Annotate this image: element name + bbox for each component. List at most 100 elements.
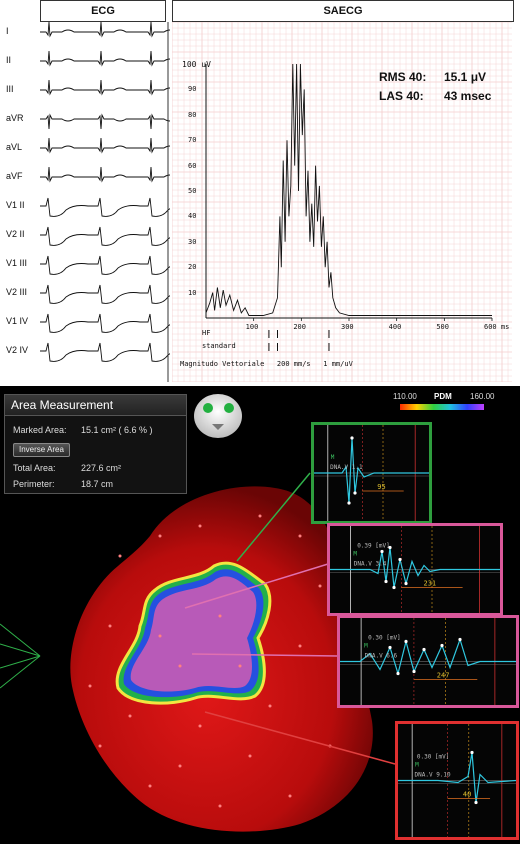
total-area-value: 227.6 cm²: [81, 463, 122, 473]
las-value: 43 msec: [444, 89, 492, 103]
lead-label-0: I: [6, 26, 9, 36]
inset-measure-3: 40: [463, 791, 471, 799]
rms-label: RMS 40:: [379, 70, 427, 84]
pdm-scale-label: PDM: [434, 392, 452, 401]
pdm-scale-max: 160.00: [470, 392, 495, 401]
ecg-header: ECG: [40, 0, 166, 22]
map-point-7: [88, 684, 92, 688]
red-connector: [204, 711, 396, 765]
saecg-footer: Magnitudo Vettoriale 200 mm/s 1 mm/uV: [180, 360, 353, 368]
saecg-header: SAECG: [172, 0, 514, 22]
saecg-y-top-label: 100 uV: [182, 60, 211, 69]
inset-plot-0: 95 DNA.V 1.1 M: [314, 425, 429, 521]
lead-trace-4: [40, 137, 170, 154]
inset-wave-2: [340, 637, 516, 676]
green-connector: [236, 472, 311, 562]
inset-scale-2: 0.30 [mV]: [368, 635, 401, 642]
map-point-20: [158, 634, 162, 638]
inset-measure-1: 231: [424, 580, 437, 588]
panel-title: Area Measurement: [5, 395, 186, 416]
inverse-area-button[interactable]: Inverse Area: [13, 443, 70, 457]
lead-label-6: V1 II: [6, 200, 25, 210]
map-point-9: [148, 784, 152, 788]
electrogram-inset-red[interactable]: 40 DNA.V 9.10 M 0.30 [mV]: [395, 721, 519, 840]
electrogram-inset-green[interactable]: 95 DNA.V 1.1 M: [311, 422, 432, 524]
marked-area-label: Marked Area:: [13, 425, 67, 435]
ecg-saecg-figure: ECG SAECG I II III aVR aVL aVF V1 II V2 II V1 II…: [0, 0, 520, 383]
lead-trace-9: [40, 284, 170, 304]
lead-trace-8: [40, 255, 170, 275]
lead-label-4: aVL: [6, 142, 23, 152]
map-point-6: [108, 624, 112, 628]
map-point-18: [198, 724, 202, 728]
map-point-11: [288, 794, 292, 798]
pdm-color-bar: [400, 404, 484, 410]
lead-trace-11: [40, 342, 170, 362]
pink-connector-1: [184, 563, 329, 609]
pink-connector-2: [191, 653, 339, 657]
map-point-0: [118, 554, 122, 558]
inset-scale-1: 0.39 [mV]: [357, 543, 390, 550]
saecg-y-tick-1: 80: [188, 110, 197, 119]
saecg-x-tick-1: 200: [293, 323, 306, 331]
saecg-y-tick-3: 60: [188, 161, 197, 170]
saecg-y-tick-6: 30: [188, 237, 197, 246]
saecg-x-tick-4: 500: [436, 323, 449, 331]
inset-measure-2: 247: [437, 672, 450, 680]
orientation-face-icon[interactable]: [194, 394, 242, 438]
inset-channel-2: DNA.V 6.6: [365, 653, 398, 660]
inset-channel-0: DNA.V 1.1: [330, 464, 363, 471]
total-area-label: Total Area:: [13, 463, 56, 473]
inset-channel-1: DNA.V 3.4: [354, 561, 387, 568]
inset-marker-0: M: [331, 454, 335, 461]
perimeter-row: Perimeter: 18.7 cm: [13, 479, 113, 489]
map-point-23: [178, 664, 182, 668]
lead-trace-6: [40, 197, 170, 217]
saecg-y-tick-7: 20: [188, 263, 197, 272]
map-point-21: [218, 614, 222, 618]
pdm-scale-min: 110.00: [393, 392, 417, 401]
area-measurement-panel[interactable]: Area Measurement Marked Area: 15.1 cm² (…: [4, 394, 187, 494]
inset-measure-0: 95: [377, 483, 385, 491]
inset-channel-3: DNA.V 9.10: [415, 772, 452, 779]
map-point-2: [198, 524, 202, 528]
lead-trace-3: [40, 113, 170, 130]
electroanatomic-map-view[interactable]: 110.00 PDM 160.00 Area Measurement Marke…: [0, 386, 520, 844]
map-point-19: [268, 704, 272, 708]
lead-trace-2: [40, 79, 170, 96]
inset-wave-0: [314, 437, 429, 504]
scar-marked-area[interactable]: [130, 576, 257, 692]
lead-label-2: III: [6, 84, 14, 94]
map-point-17: [298, 644, 302, 648]
las-label: LAS 40:: [379, 89, 424, 103]
lead-label-11: V2 IV: [6, 345, 29, 355]
map-point-10: [218, 804, 222, 808]
map-point-5: [318, 584, 322, 588]
heart-map[interactable]: [0, 386, 520, 844]
marked-area-row: Marked Area: 15.1 cm² ( 6.6 % ): [13, 425, 153, 435]
electrogram-inset-pink-1[interactable]: 231 DNA.V 3.4 M 0.39 [mV]: [327, 523, 503, 616]
lead-label-9: V2 III: [6, 287, 28, 297]
map-point-16: [128, 714, 132, 718]
ecg-traces: [40, 22, 170, 382]
lead-label-7: V2 II: [6, 229, 25, 239]
lead-label-5: aVF: [6, 171, 23, 181]
saecg-y-tick-8: 10: [188, 288, 197, 297]
ecg-panel: I II III aVR aVL aVF V1 II V2 II V1 III V2 III V1 …: [0, 22, 170, 382]
inset-plot-2: 247 DNA.V 6.6 M0.30 [mV]: [340, 618, 516, 705]
electrogram-inset-pink-2[interactable]: 247 DNA.V 6.6 M 0.30 [mV]: [337, 615, 519, 708]
map-point-22: [238, 664, 242, 668]
inset-plot-1: 231 DNA.V 3.4 M0.39 [mV]: [330, 526, 500, 613]
hf-label: HF: [202, 329, 211, 337]
saecg-plot: [172, 22, 512, 382]
standard-label: standard: [202, 342, 236, 350]
lead-trace-1: [40, 50, 170, 67]
saecg-grid: [172, 22, 512, 382]
lead-label-8: V1 III: [6, 258, 28, 268]
orientation-axes: [0, 623, 41, 689]
lead-label-10: V1 IV: [6, 316, 29, 326]
lead-label-3: aVR: [6, 113, 24, 123]
rms-value: 15.1 μV: [444, 70, 487, 84]
total-area-row: Total Area: 227.6 cm²: [13, 463, 121, 473]
lead-trace-5: [40, 166, 170, 183]
